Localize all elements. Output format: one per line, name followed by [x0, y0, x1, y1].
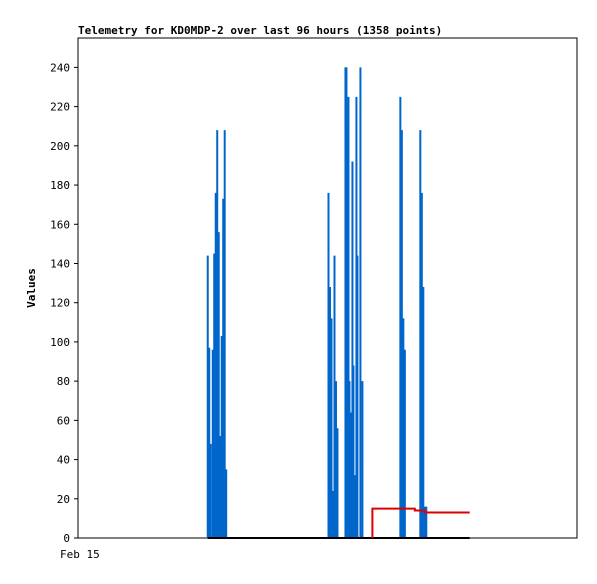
y-tick-label-220: 220 [50, 101, 70, 114]
x-tick-label-0: Feb 15 [60, 548, 100, 561]
y-tick-label-240: 240 [50, 61, 70, 74]
y-tick-label-60: 60 [57, 414, 70, 427]
chart-title: Telemetry for KD0MDP-2 over last 96 hour… [78, 24, 442, 37]
y-tick-label-80: 80 [57, 375, 70, 388]
series-2-line [371, 507, 470, 538]
y-tick-label-180: 180 [50, 179, 70, 192]
y-tick-label-100: 100 [50, 336, 70, 349]
y-tick-label-120: 120 [50, 297, 70, 310]
y-tick-label-40: 40 [57, 454, 70, 467]
y-tick-label-160: 160 [50, 218, 70, 231]
y-tick-label-200: 200 [50, 140, 70, 153]
y-axis-label: Values [25, 268, 38, 308]
y-tick-label-140: 140 [50, 257, 70, 270]
y-tick-label-0: 0 [63, 532, 70, 545]
y-tick-label-20: 20 [57, 493, 70, 506]
